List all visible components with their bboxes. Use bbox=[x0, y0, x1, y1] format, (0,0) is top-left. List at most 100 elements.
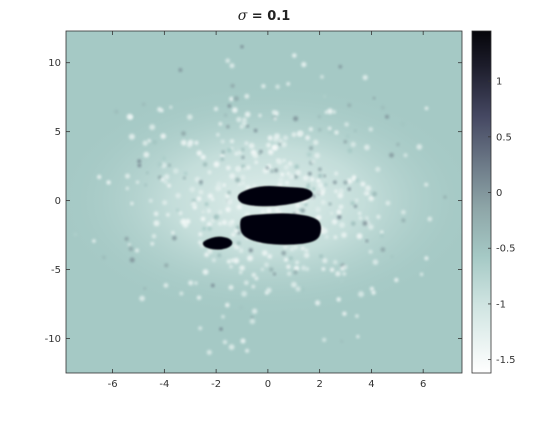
x-tick-label: 4 bbox=[368, 379, 374, 390]
heatmap-speckle bbox=[318, 128, 322, 132]
heatmap-speckle bbox=[273, 116, 277, 121]
heatmap-speckle bbox=[164, 263, 169, 268]
heatmap-speckle bbox=[236, 204, 242, 210]
heatmap-speckle bbox=[298, 130, 304, 136]
heatmap-speckle bbox=[363, 191, 368, 196]
heatmap-speckle bbox=[171, 231, 175, 235]
heatmap-speckle bbox=[207, 193, 213, 199]
colorbar-tick-label: 0.5 bbox=[496, 132, 512, 143]
heatmap-speckle bbox=[129, 257, 135, 263]
heatmap-speckle bbox=[251, 272, 257, 278]
heatmap-speckle bbox=[259, 149, 263, 154]
heatmap-speckle bbox=[218, 122, 223, 126]
heatmap-speckle bbox=[416, 144, 423, 150]
heatmap-speckle bbox=[360, 181, 366, 187]
heatmap-speckle bbox=[241, 155, 245, 159]
heatmap-speckle bbox=[403, 153, 408, 158]
heatmap-speckle bbox=[347, 187, 351, 191]
heatmap-speckle bbox=[240, 174, 246, 181]
heatmap-speckle bbox=[338, 64, 343, 69]
heatmap-speckle bbox=[239, 265, 245, 271]
heatmap-speckle bbox=[227, 104, 232, 108]
heatmap-speckle bbox=[336, 209, 342, 215]
heatmap-speckle bbox=[328, 202, 332, 206]
heatmap-speckle bbox=[228, 344, 235, 350]
heatmap-speckle bbox=[342, 311, 347, 316]
heatmap-speckle bbox=[250, 149, 257, 155]
heatmap-speckle bbox=[216, 132, 220, 137]
heatmap-speckle bbox=[246, 165, 251, 170]
heatmap-speckle bbox=[338, 188, 345, 194]
heatmap-speckle bbox=[343, 140, 347, 144]
heatmap-speckle bbox=[385, 200, 391, 206]
heatmap-speckle bbox=[206, 208, 212, 214]
heatmap-speckle bbox=[178, 68, 183, 72]
heatmap-speckle bbox=[194, 140, 199, 145]
heatmap-speckle bbox=[362, 220, 368, 226]
heatmap-speckle bbox=[178, 211, 183, 215]
heatmap-speckle bbox=[222, 339, 228, 345]
heatmap-speckle bbox=[262, 167, 269, 174]
heatmap-speckle bbox=[223, 113, 228, 117]
heatmap-speckle bbox=[300, 287, 305, 292]
heatmap-speckle bbox=[274, 168, 279, 173]
heatmap-speckle bbox=[306, 152, 312, 157]
heatmap-speckle bbox=[380, 230, 384, 234]
heatmap-speckle bbox=[337, 215, 342, 220]
heatmap-speckle bbox=[401, 210, 406, 215]
heatmap-speckle bbox=[246, 124, 249, 128]
heatmap-speckle bbox=[289, 246, 295, 252]
heatmap-speckle bbox=[341, 232, 347, 238]
heatmap-speckle bbox=[202, 226, 207, 231]
heatmap-speckle bbox=[258, 113, 262, 118]
heatmap-speckle bbox=[139, 295, 145, 302]
heatmap-speckle bbox=[229, 173, 236, 180]
chart-title: σ = 0.1 bbox=[66, 8, 462, 24]
heatmap-speckle bbox=[424, 106, 429, 111]
heatmap-speckle bbox=[234, 228, 239, 233]
heatmap-speckle bbox=[162, 200, 168, 206]
heatmap-speckle bbox=[142, 140, 148, 146]
heatmap-speckle bbox=[196, 295, 202, 300]
heatmap-speckle bbox=[292, 53, 297, 58]
heatmap-speckle bbox=[288, 256, 293, 261]
heatmap-speckle bbox=[237, 150, 242, 155]
heatmap-speckle bbox=[218, 221, 222, 226]
heatmap-speckle bbox=[225, 302, 230, 308]
heatmap-speckle bbox=[125, 186, 129, 191]
heatmap-blob-2 bbox=[240, 213, 322, 245]
heatmap-speckle bbox=[319, 254, 323, 259]
heatmap-speckle bbox=[304, 248, 309, 253]
heatmap-speckle bbox=[372, 96, 376, 100]
heatmap-speckle bbox=[125, 173, 130, 179]
heatmap-speckle bbox=[148, 198, 153, 203]
heatmap-speckle bbox=[204, 252, 209, 257]
heatmap-speckle bbox=[218, 209, 223, 215]
heatmap-speckle bbox=[350, 201, 355, 206]
heatmap-speckle bbox=[305, 267, 310, 271]
heatmap-speckle bbox=[292, 244, 299, 250]
heatmap-speckle bbox=[215, 185, 221, 192]
heatmap-speckle bbox=[196, 196, 202, 202]
heatmap-speckle bbox=[273, 272, 276, 276]
heatmap-speckle bbox=[127, 243, 131, 247]
heatmap-speckle bbox=[144, 183, 148, 187]
heatmap-speckle bbox=[334, 130, 339, 135]
heatmap-speckle bbox=[160, 133, 166, 139]
heatmap-speckle bbox=[389, 152, 394, 158]
heatmap-speckle bbox=[443, 195, 447, 199]
heatmap-speckle bbox=[324, 110, 328, 115]
heatmap-speckle bbox=[228, 285, 234, 290]
heatmap-speckle bbox=[248, 248, 253, 253]
heatmap-speckle bbox=[254, 160, 259, 165]
heatmap-speckle bbox=[282, 135, 289, 141]
heatmap-speckle bbox=[266, 208, 272, 214]
heatmap-speckle bbox=[153, 220, 160, 227]
heatmap-speckle bbox=[276, 158, 283, 165]
heatmap-speckle bbox=[128, 246, 134, 252]
heatmap-speckle bbox=[355, 198, 359, 202]
heatmap-speckle bbox=[354, 129, 357, 133]
heatmap-speckle bbox=[337, 192, 344, 199]
heatmap-speckle bbox=[368, 195, 375, 202]
heatmap-speckle bbox=[293, 265, 299, 272]
